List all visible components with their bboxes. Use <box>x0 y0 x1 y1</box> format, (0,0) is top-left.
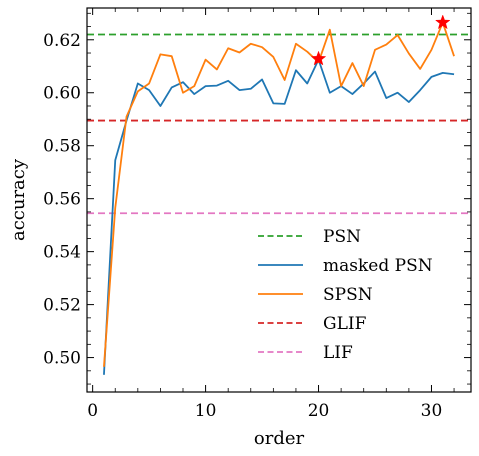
plot-markers <box>310 14 451 66</box>
legend-label: masked PSN <box>323 256 433 276</box>
star-marker-1 <box>310 50 327 66</box>
axis-ticks: 0 10 20 30 0.50 0.52 0.54 0.56 0.58 0.60 0.62 <box>43 8 471 421</box>
star-marker-2 <box>434 14 451 30</box>
x-tick-label: 30 <box>421 401 443 421</box>
y-tick-label: 0.60 <box>43 84 81 104</box>
series-line-spsn <box>103 21 455 367</box>
series-line-masked-psn <box>103 58 455 375</box>
y-tick-label: 0.56 <box>43 190 81 210</box>
legend-label: PSN <box>323 227 361 247</box>
legend: PSN masked PSN SPSN GLIF LIF <box>258 227 433 363</box>
x-tick-label: 0 <box>87 401 98 421</box>
y-tick-label: 0.52 <box>43 296 81 316</box>
y-tick-label: 0.62 <box>43 31 81 51</box>
y-tick-label: 0.50 <box>43 349 81 369</box>
legend-label: SPSN <box>323 285 373 305</box>
legend-label: GLIF <box>323 314 367 334</box>
x-axis-label: order <box>254 428 305 449</box>
x-tick-label: 10 <box>195 401 217 421</box>
legend-label: LIF <box>323 343 353 363</box>
y-axis-label: accuracy <box>8 158 29 241</box>
x-tick-label: 20 <box>308 401 330 421</box>
y-tick-label: 0.58 <box>43 137 81 157</box>
plot-lines <box>87 21 471 375</box>
y-tick-label: 0.54 <box>43 243 81 263</box>
plot-frame <box>86 7 472 393</box>
